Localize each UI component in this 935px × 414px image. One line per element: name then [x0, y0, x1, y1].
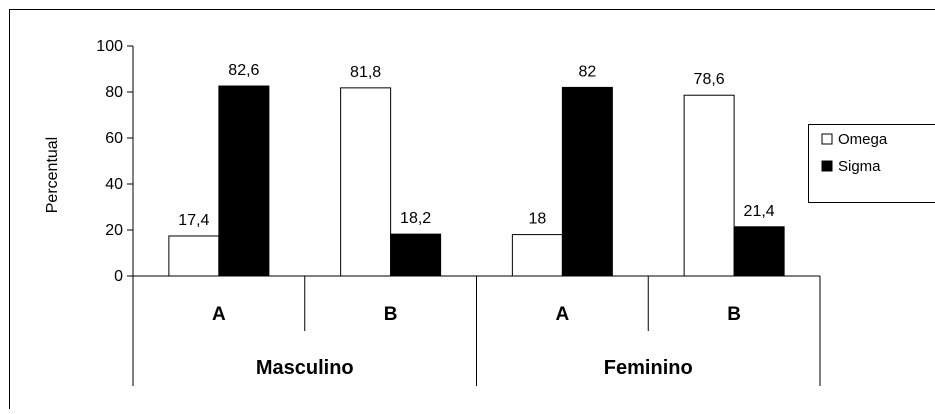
legend-label: Omega — [838, 131, 888, 148]
category-label: B — [727, 304, 741, 325]
data-label: 78,6 — [694, 71, 725, 88]
data-label: 82,6 — [228, 62, 259, 79]
y-tick-label: 60 — [105, 130, 123, 147]
group-label: Masculino — [256, 357, 354, 379]
data-label: 21,4 — [744, 203, 775, 220]
bar-sigma-b — [734, 227, 784, 276]
data-label: 82 — [578, 63, 596, 80]
data-label: 18 — [528, 211, 546, 228]
y-tick-label: 20 — [105, 222, 123, 239]
data-label: 18,2 — [400, 210, 431, 227]
bar-omega-a — [169, 236, 219, 276]
y-tick-label: 80 — [105, 84, 123, 101]
legend: Omega Sigma — [809, 125, 935, 203]
bar-sigma-a — [219, 86, 269, 276]
y-tick-label: 40 — [105, 176, 123, 193]
data-label: 81,8 — [350, 64, 381, 81]
bar-omega-b — [684, 95, 734, 276]
group-label: Feminino — [604, 357, 693, 379]
bar-omega-a — [512, 235, 562, 276]
legend-swatch-omega — [822, 134, 832, 144]
legend-label: Sigma — [838, 158, 881, 175]
y-tick-label: 0 — [114, 268, 123, 285]
legend-swatch-sigma — [822, 161, 832, 171]
bar-sigma-a — [562, 87, 612, 276]
data-label: 17,4 — [178, 212, 209, 229]
bar-omega-b — [341, 88, 391, 276]
chart-border — [10, 10, 935, 410]
category-label: B — [384, 304, 398, 325]
y-axis-title: Percentual — [44, 137, 61, 214]
category-label: A — [212, 304, 226, 325]
category-label: A — [556, 304, 570, 325]
y-tick-label: 100 — [96, 38, 123, 55]
bar-sigma-b — [391, 234, 441, 276]
